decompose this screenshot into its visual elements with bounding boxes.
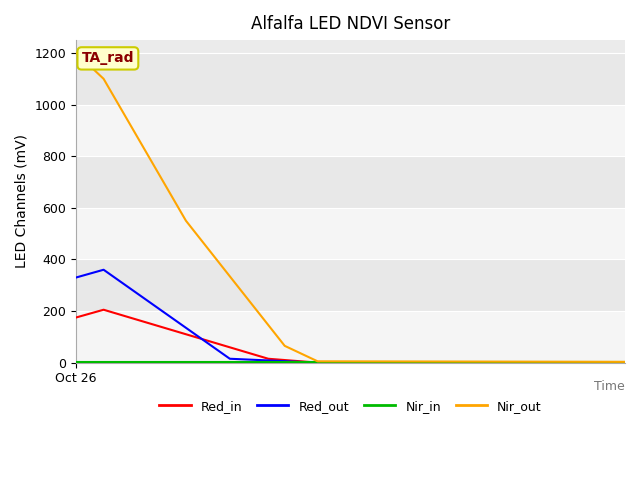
Bar: [76, 156, 625, 208]
Bar: [76, 259, 625, 311]
Bar: [76, 208, 625, 259]
Title: Alfalfa LED NDVI Sensor: Alfalfa LED NDVI Sensor: [251, 15, 450, 33]
Bar: [76, 53, 625, 105]
Legend: Red_in, Red_out, Nir_in, Nir_out: Red_in, Red_out, Nir_in, Nir_out: [154, 395, 547, 418]
Bar: [76, 311, 625, 362]
Bar: [76, 105, 625, 156]
Text: Time: Time: [595, 380, 625, 394]
Y-axis label: LED Channels (mV): LED Channels (mV): [15, 134, 29, 268]
Text: TA_rad: TA_rad: [82, 51, 134, 65]
